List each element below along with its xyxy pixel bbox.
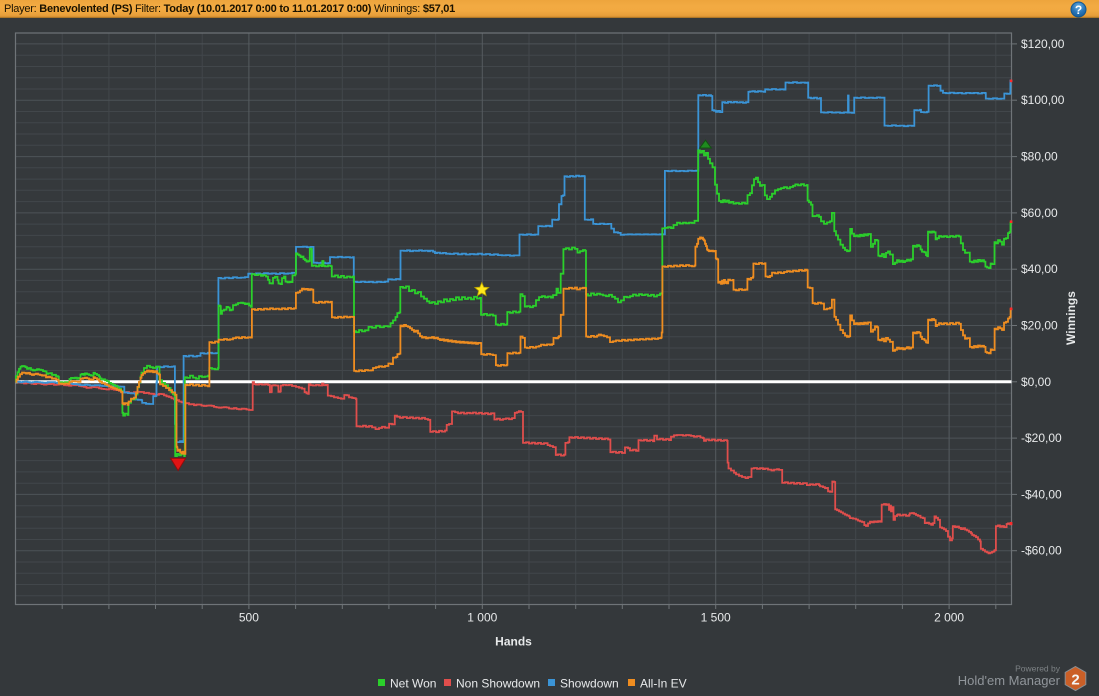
svg-text:Winnings: Winnings <box>1064 291 1078 345</box>
svg-text:500: 500 <box>239 611 259 625</box>
svg-text:$80,00: $80,00 <box>1021 150 1058 164</box>
svg-text:$60,00: $60,00 <box>1021 206 1058 220</box>
svg-text:?: ? <box>1075 3 1082 17</box>
svg-text:1 500: 1 500 <box>701 611 731 625</box>
svg-text:$20,00: $20,00 <box>1021 319 1058 333</box>
svg-text:All-In EV: All-In EV <box>640 677 687 691</box>
svg-text:-$20,00: -$20,00 <box>1021 431 1062 445</box>
svg-text:$0,00: $0,00 <box>1021 375 1051 389</box>
svg-text:$40,00: $40,00 <box>1021 262 1058 276</box>
svg-text:1 000: 1 000 <box>467 611 497 625</box>
svg-text:Powered by: Powered by <box>1015 664 1061 674</box>
svg-text:$100,00: $100,00 <box>1021 93 1065 107</box>
svg-text:Net Won: Net Won <box>390 677 436 691</box>
svg-text:2: 2 <box>1071 672 1079 689</box>
svg-text:-$60,00: -$60,00 <box>1021 544 1062 558</box>
svg-text:Showdown: Showdown <box>560 677 619 691</box>
svg-text:$120,00: $120,00 <box>1021 37 1065 51</box>
svg-text:Hold'em Manager: Hold'em Manager <box>958 673 1061 688</box>
svg-text:2 000: 2 000 <box>934 611 964 625</box>
svg-text:Non Showdown: Non Showdown <box>456 677 540 691</box>
svg-text:-$40,00: -$40,00 <box>1021 487 1062 501</box>
svg-text:Hands: Hands <box>495 635 532 649</box>
